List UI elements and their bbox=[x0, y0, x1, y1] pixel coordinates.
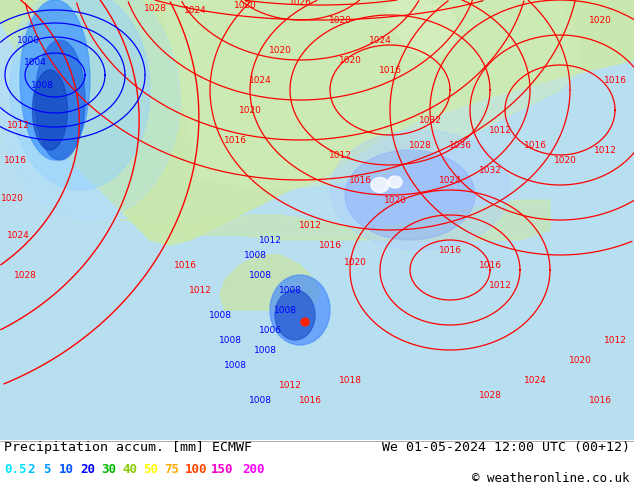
Text: 1028: 1028 bbox=[479, 391, 501, 399]
Text: 1012: 1012 bbox=[299, 220, 321, 229]
Text: 1004: 1004 bbox=[23, 57, 46, 67]
Text: 1006: 1006 bbox=[259, 325, 281, 335]
Ellipse shape bbox=[301, 318, 309, 326]
Text: 1008: 1008 bbox=[249, 270, 271, 279]
Text: 1024: 1024 bbox=[6, 230, 29, 240]
Text: 1012: 1012 bbox=[489, 280, 512, 290]
Text: 1012: 1012 bbox=[188, 286, 211, 294]
Text: 1008: 1008 bbox=[219, 336, 242, 344]
Text: 20: 20 bbox=[80, 463, 95, 476]
Text: Precipitation accum. [mm] ECMWF: Precipitation accum. [mm] ECMWF bbox=[4, 441, 252, 454]
Text: 1020: 1020 bbox=[384, 196, 406, 204]
Text: 1016: 1016 bbox=[349, 175, 372, 185]
Text: 1018: 1018 bbox=[339, 375, 361, 385]
Polygon shape bbox=[120, 200, 550, 240]
Text: 30: 30 bbox=[101, 463, 116, 476]
Text: 75: 75 bbox=[164, 463, 179, 476]
Text: 1020: 1020 bbox=[1, 194, 23, 202]
Polygon shape bbox=[220, 255, 320, 310]
Text: 1016: 1016 bbox=[318, 241, 342, 249]
Ellipse shape bbox=[35, 40, 85, 160]
Text: 1032: 1032 bbox=[479, 166, 501, 174]
Text: 1020: 1020 bbox=[269, 46, 292, 54]
Text: 1028: 1028 bbox=[143, 3, 167, 13]
Text: 1008: 1008 bbox=[224, 361, 247, 369]
Text: 1036: 1036 bbox=[448, 141, 472, 149]
Ellipse shape bbox=[270, 275, 330, 345]
Text: 1020: 1020 bbox=[339, 55, 361, 65]
Text: 1008: 1008 bbox=[243, 250, 266, 260]
Polygon shape bbox=[0, 0, 634, 245]
Text: 1000: 1000 bbox=[16, 35, 39, 45]
Text: 10: 10 bbox=[59, 463, 74, 476]
Text: 1032: 1032 bbox=[418, 116, 441, 124]
Text: 1012: 1012 bbox=[278, 381, 301, 390]
Text: 1016: 1016 bbox=[439, 245, 462, 254]
Text: 200: 200 bbox=[242, 463, 264, 476]
Polygon shape bbox=[385, 0, 460, 60]
Text: 1008: 1008 bbox=[273, 305, 297, 315]
Text: 1020: 1020 bbox=[328, 16, 351, 24]
Ellipse shape bbox=[388, 176, 402, 188]
Text: 100: 100 bbox=[185, 463, 207, 476]
Ellipse shape bbox=[371, 177, 389, 193]
Text: 1008: 1008 bbox=[30, 80, 53, 90]
Text: 1020: 1020 bbox=[569, 356, 592, 365]
Text: 1024: 1024 bbox=[524, 375, 547, 385]
Text: 0.5: 0.5 bbox=[4, 463, 27, 476]
Polygon shape bbox=[160, 0, 580, 190]
Text: 1012: 1012 bbox=[6, 121, 29, 129]
Ellipse shape bbox=[275, 290, 315, 340]
Text: 1016: 1016 bbox=[4, 155, 27, 165]
Text: 1012: 1012 bbox=[259, 236, 281, 245]
Text: 40: 40 bbox=[122, 463, 137, 476]
Text: 1016: 1016 bbox=[479, 261, 501, 270]
Text: 1012: 1012 bbox=[593, 146, 616, 154]
Text: 1016: 1016 bbox=[524, 141, 547, 149]
Text: 1016: 1016 bbox=[378, 66, 401, 74]
Text: 1012: 1012 bbox=[604, 336, 626, 344]
Ellipse shape bbox=[345, 150, 475, 240]
Text: 1016: 1016 bbox=[224, 136, 247, 145]
Text: 5: 5 bbox=[43, 463, 51, 476]
Text: 50: 50 bbox=[143, 463, 158, 476]
Ellipse shape bbox=[32, 70, 67, 150]
Ellipse shape bbox=[10, 0, 150, 190]
Text: 1020: 1020 bbox=[233, 0, 256, 9]
Text: 1024: 1024 bbox=[368, 35, 391, 45]
Text: 1020: 1020 bbox=[238, 105, 261, 115]
Text: 1024: 1024 bbox=[249, 75, 271, 84]
Ellipse shape bbox=[0, 0, 180, 220]
Text: 1016: 1016 bbox=[588, 395, 612, 405]
Text: 1024: 1024 bbox=[439, 175, 462, 185]
Text: 1028: 1028 bbox=[408, 141, 432, 149]
Ellipse shape bbox=[330, 130, 510, 250]
Text: 1028: 1028 bbox=[13, 270, 36, 279]
Text: 1012: 1012 bbox=[489, 125, 512, 134]
Text: 1008: 1008 bbox=[209, 311, 231, 319]
Text: 1016: 1016 bbox=[174, 261, 197, 270]
Ellipse shape bbox=[20, 0, 90, 160]
Text: 1008: 1008 bbox=[254, 345, 276, 354]
Text: We 01-05-2024 12:00 UTC (00+12): We 01-05-2024 12:00 UTC (00+12) bbox=[382, 441, 630, 454]
Text: 1020: 1020 bbox=[588, 16, 611, 24]
Text: 1016: 1016 bbox=[604, 75, 626, 84]
Text: 1012: 1012 bbox=[328, 150, 351, 160]
Text: 2: 2 bbox=[27, 463, 34, 476]
Text: 1016: 1016 bbox=[299, 395, 321, 405]
Text: 1008: 1008 bbox=[278, 286, 302, 294]
Text: 1020: 1020 bbox=[344, 258, 366, 267]
Text: 150: 150 bbox=[211, 463, 233, 476]
Text: 1024: 1024 bbox=[184, 5, 207, 15]
Text: 1008: 1008 bbox=[249, 395, 271, 405]
Text: 1026: 1026 bbox=[288, 0, 311, 6]
Text: © weatheronline.co.uk: © weatheronline.co.uk bbox=[472, 472, 630, 485]
Text: 1020: 1020 bbox=[553, 155, 576, 165]
